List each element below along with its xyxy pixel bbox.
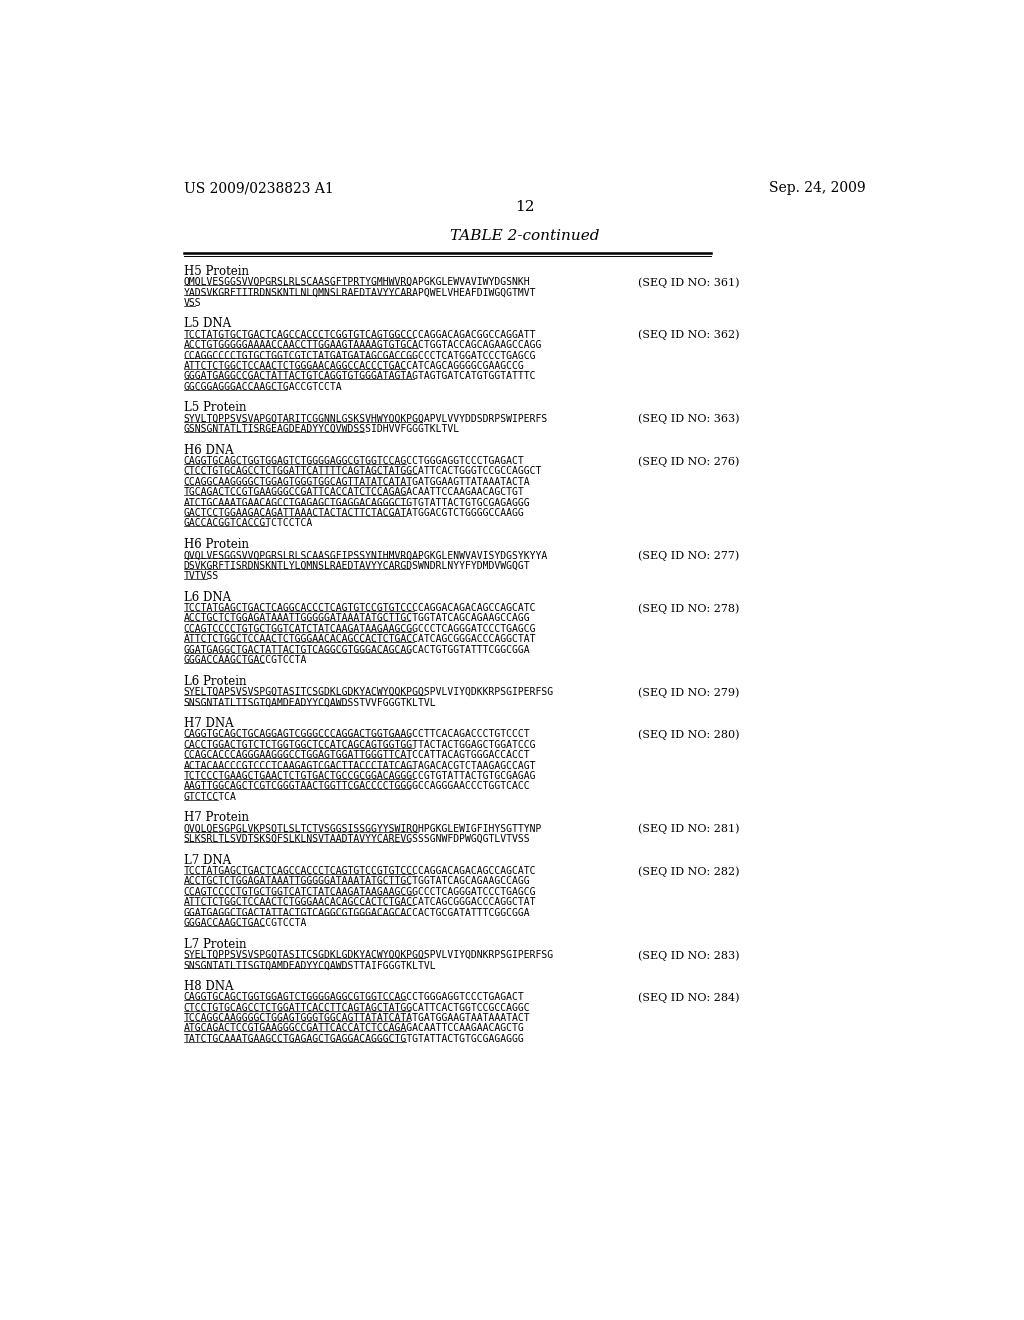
Text: CTCCTGTGCAGCCTCTGGATTCATTTTCAGTAGCTATGGCATTCACTGGGTCCGCCAGGCT: CTCCTGTGCAGCCTCTGGATTCATTTTCAGTAGCTATGGC…	[183, 466, 542, 477]
Text: H6 DNA: H6 DNA	[183, 444, 233, 457]
Text: ATCTGCAAATGAACAGCCTGAGAGCTGAGGACAGGGCTGTGTATTACTGTGCGAGAGGG: ATCTGCAAATGAACAGCCTGAGAGCTGAGGACAGGGCTGT…	[183, 498, 530, 508]
Text: TCCAGGCAAGGGGCTGGAGTGGGTGGCAGTTATATCATATGATGGAAGTAATAAATACT: TCCAGGCAAGGGGCTGGAGTGGGTGGCAGTTATATCATAT…	[183, 1014, 530, 1023]
Text: (SEQ ID NO: 283): (SEQ ID NO: 283)	[638, 950, 739, 961]
Text: ACCTGCTCTGGAGATAAATTGGGGGATAAATATGCTTGCTGGTATCAGCAGAAGCCAGG: ACCTGCTCTGGAGATAAATTGGGGGATAAATATGCTTGCT…	[183, 876, 530, 887]
Text: (SEQ ID NO: 284): (SEQ ID NO: 284)	[638, 993, 739, 1003]
Text: GGGACCAAGCTGACCGTCCTA: GGGACCAAGCTGACCGTCCTA	[183, 655, 307, 665]
Text: L7 Protein: L7 Protein	[183, 937, 247, 950]
Text: TGCAGACTCCGTGAAGGGCCGATTCACCATCTCCAGAGACAATTCCAAGAACAGCTGT: TGCAGACTCCGTGAAGGGCCGATTCACCATCTCCAGAGAC…	[183, 487, 524, 498]
Text: (SEQ ID NO: 279): (SEQ ID NO: 279)	[638, 686, 739, 697]
Text: (SEQ ID NO: 276): (SEQ ID NO: 276)	[638, 455, 739, 466]
Text: (SEQ ID NO: 363): (SEQ ID NO: 363)	[638, 413, 739, 424]
Text: VSS: VSS	[183, 298, 202, 308]
Text: L6 Protein: L6 Protein	[183, 675, 247, 688]
Text: H5 Protein: H5 Protein	[183, 264, 249, 277]
Text: AAGTTGGCAGCTCGTCGGGTAACTGGTTCGACCCCTGGGGCCAGGGAACCCTGGTCACC: AAGTTGGCAGCTCGTCGGGTAACTGGTTCGACCCCTGGGG…	[183, 781, 530, 791]
Text: (SEQ ID NO: 277): (SEQ ID NO: 277)	[638, 550, 739, 561]
Text: GGATGAGGCTGACTATTACTGTCAGGCGTGGGACAGCAGCACTGTGGTATTTCGGCGGA: GGATGAGGCTGACTATTACTGTCAGGCGTGGGACAGCAGC…	[183, 644, 530, 655]
Text: SNSGNTATLTISGTQAMDEADYYCQAWDSSTVVFGGGTKLTVL: SNSGNTATLTISGTQAMDEADYYCQAWDSSTVVFGGGTKL…	[183, 697, 436, 708]
Text: SYVLTQPPSVSVAPGQTARITCGGNNLGSKSVHWYQQKPGQAPVLVVYDDSDRPSWIPERFS: SYVLTQPPSVSVAPGQTARITCGGNNLGSKSVHWYQQKPG…	[183, 413, 548, 424]
Text: QVQLQESGPGLVKPSQTLSLTCTVSGGSISSGGYYSWIRQHPGKGLEWIGFIHYSGTTYNP: QVQLQESGPGLVKPSQTLSLTCTVSGGSISSGGYYSWIRQ…	[183, 824, 542, 834]
Text: GGGATGAGGCCGACTATTACTGTCAGGTGTGGGATAGTAGTAGTGATCATGTGGTATTTC: GGGATGAGGCCGACTATTACTGTCAGGTGTGGGATAGTAG…	[183, 371, 537, 381]
Text: GGGACCAAGCTGACCGTCCTA: GGGACCAAGCTGACCGTCCTA	[183, 917, 307, 928]
Text: SNSGNTATLTISGTQAMDEADYYCQAWDSTTAIFGGGTKLTVL: SNSGNTATLTISGTQAMDEADYYCQAWDSTTAIFGGGTKL…	[183, 961, 436, 970]
Text: CAGGTGCAGCTGCAGGAGTCGGGCCCAGGACTGGTGAAGCCTTCACAGACCCTGTCCCT: CAGGTGCAGCTGCAGGAGTCGGGCCCAGGACTGGTGAAGC…	[183, 730, 530, 739]
Text: CAGGTGCAGCTGGTGGAGTCTGGGGAGGCGTGGTCCAGCCTGGGAGGTCCCTGAGACT: CAGGTGCAGCTGGTGGAGTCTGGGGAGGCGTGGTCCAGCC…	[183, 993, 524, 1002]
Text: (SEQ ID NO: 280): (SEQ ID NO: 280)	[638, 730, 739, 741]
Text: L6 DNA: L6 DNA	[183, 591, 231, 603]
Text: 12: 12	[515, 199, 535, 214]
Text: H8 DNA: H8 DNA	[183, 979, 233, 993]
Text: SLKSRLTLSVDTSKSQFSLKLNSVTAADTAVYYCAREVGSSSGNWFDPWGQGTLVTVSS: SLKSRLTLSVDTSKSQFSLKLNSVTAADTAVYYCAREVGS…	[183, 834, 530, 843]
Text: TCTCCCTGAAGCTGAACTCTGTGACTGCCGCGGACAGGGCCGTGTATTACTGTGCGAGAG: TCTCCCTGAAGCTGAACTCTGTGACTGCCGCGGACAGGGC…	[183, 771, 537, 781]
Text: GACCACGGTCACCGTCTCCTCA: GACCACGGTCACCGTCTCCTCA	[183, 519, 313, 528]
Text: GSNSGNTATLTISRGEAGDEADYYCQVWDSSSIDHVVFGGGTKLTVL: GSNSGNTATLTISRGEAGDEADYYCQVWDSSSIDHVVFGG…	[183, 424, 460, 434]
Text: ATTCTCTGGCTCCAACTCTGGGAACACAGCCACTCTGACCATCAGCGGGACCCAGGCTAT: ATTCTCTGGCTCCAACTCTGGGAACACAGCCACTCTGACC…	[183, 635, 537, 644]
Text: GGCGGAGGGACCAAGCTGACCGTCCTA: GGCGGAGGGACCAAGCTGACCGTCCTA	[183, 381, 342, 392]
Text: H7 DNA: H7 DNA	[183, 717, 233, 730]
Text: (SEQ ID NO: 281): (SEQ ID NO: 281)	[638, 824, 739, 834]
Text: YADSVKGRFTITRDNSKNTLNLQMNSLRAEDTAVYYCARAPQWELVHEAFDIWGQGTMVT: YADSVKGRFTITRDNSKNTLNLQMNSLRAEDTAVYYCARA…	[183, 288, 537, 297]
Text: CTCCTGTGCAGCCTCTGGATTCACCTTCAGTAGCTATGGCATTCACTGGTCCGCCAGGC: CTCCTGTGCAGCCTCTGGATTCACCTTCAGTAGCTATGGC…	[183, 1003, 530, 1012]
Text: Sep. 24, 2009: Sep. 24, 2009	[769, 181, 866, 195]
Text: CCAGTCCCCTGTGCTGGTCATCTATCAAGATAAGAAGCGGCCCTCAGGGATCCCTGAGCG: CCAGTCCCCTGTGCTGGTCATCTATCAAGATAAGAAGCGG…	[183, 887, 537, 896]
Text: L5 Protein: L5 Protein	[183, 401, 247, 414]
Text: GTCTCCTCA: GTCTCCTCA	[183, 792, 237, 801]
Text: TCCTATGAGCTGACTCAGCCACCCTCAGTGTCCGTGTCCCCAGGACAGACAGCCAGCATC: TCCTATGAGCTGACTCAGCCACCCTCAGTGTCCGTGTCCC…	[183, 866, 537, 876]
Text: CCAGGCCCCTGTGCTGGTCGTCTATGATGATAGCGACCGGCCCTCATGGATCCCTGAGCG: CCAGGCCCCTGTGCTGGTCGTCTATGATGATAGCGACCGG…	[183, 351, 537, 360]
Text: H7 Protein: H7 Protein	[183, 812, 249, 825]
Text: (SEQ ID NO: 282): (SEQ ID NO: 282)	[638, 866, 739, 876]
Text: ACTACAACCCGTCCCTCAAGAGTCGACTTACCCTATCAGTAGACACGTCTAAGAGCCAGT: ACTACAACCCGTCCCTCAAGAGTCGACTTACCCTATCAGT…	[183, 760, 537, 771]
Text: CCAGGCAAGGGGCTGGAGTGGGTGGCAGTTATATCATATGATGGAAGTTATAAATACTA: CCAGGCAAGGGGCTGGAGTGGGTGGCAGTTATATCATATG…	[183, 477, 530, 487]
Text: DSVKGRFTISRDNSKNTLYLQMNSLRAEDTAVYYCARGDSWNDRLNYYFYDMDVWGQGT: DSVKGRFTISRDNSKNTLYLQMNSLRAEDTAVYYCARGDS…	[183, 561, 530, 570]
Text: ACCTGTGGGGGAAAACCAACCTTGGAAGTAAAAGTGTGCACTGGTACCAGCAGAAGCCAGG: ACCTGTGGGGGAAAACCAACCTTGGAAGTAAAAGTGTGCA…	[183, 341, 542, 350]
Text: US 2009/0238823 A1: US 2009/0238823 A1	[183, 181, 334, 195]
Text: TCCTATGAGCTGACTCAGGCACCCTCAGTGTCCGTGTCCCCAGGACAGACAGCCAGCATC: TCCTATGAGCTGACTCAGGCACCCTCAGTGTCCGTGTCCC…	[183, 603, 537, 612]
Text: GACTCCTGGAAGACAGATTAAACTACTACTTCTACGATATGGACGTCTGGGGCCAAGG: GACTCCTGGAAGACAGATTAAACTACTACTTCTACGATAT…	[183, 508, 524, 517]
Text: TCCTATGTGCTGACTCAGCCACCCTCGGTGTCAGTGGCCCCAGGACAGACGGCCAGGATT: TCCTATGTGCTGACTCAGCCACCCTCGGTGTCAGTGGCCC…	[183, 330, 537, 339]
Text: ATTCTCTGGCTCCAACTCTGGGAACACAGCCACTCTGACCATCAGCGGGACCCAGGCTAT: ATTCTCTGGCTCCAACTCTGGGAACACAGCCACTCTGACC…	[183, 898, 537, 907]
Text: CCAGCACCCAGGGAAGGGCCTGGAGTGGATTGGGTTCATCCATTACAGTGGGACCACCT: CCAGCACCCAGGGAAGGGCCTGGAGTGGATTGGGTTCATC…	[183, 750, 530, 760]
Text: CACCTGGACTGTCTCTGGTGGCTCCATCAGCAGTGGTGGTTACTACTGGAGCTGGATCCG: CACCTGGACTGTCTCTGGTGGCTCCATCAGCAGTGGTGGT…	[183, 739, 537, 750]
Text: L5 DNA: L5 DNA	[183, 317, 231, 330]
Text: (SEQ ID NO: 362): (SEQ ID NO: 362)	[638, 330, 739, 341]
Text: GGATGAGGCTGACTATTACTGTCAGGCGTGGGACAGCACCACTGCGATATTTCGGCGGA: GGATGAGGCTGACTATTACTGTCAGGCGTGGGACAGCACC…	[183, 908, 530, 917]
Text: ATGCAGACTCCGTGAAGGGCCGATTCACCATCTCCAGAGACAATTCCAAGAACAGCTG: ATGCAGACTCCGTGAAGGGCCGATTCACCATCTCCAGAGA…	[183, 1023, 524, 1034]
Text: (SEQ ID NO: 278): (SEQ ID NO: 278)	[638, 603, 739, 614]
Text: TATCTGCAAATGAAGCCTGAGAGCTGAGGACAGGGCTGTGTATTACTGTGCGAGAGGG: TATCTGCAAATGAAGCCTGAGAGCTGAGGACAGGGCTGTG…	[183, 1034, 524, 1044]
Text: SYELTQAPSVSVSPGQTASITCSGDKLGDKYACWYQQKPGQSPVLVIYQDKKRPSGIPERFSG: SYELTQAPSVSVSPGQTASITCSGDKLGDKYACWYQQKPG…	[183, 686, 554, 697]
Text: ACCTGCTCTGGAGATAAATTGGGGGATAAATATGCTTGCTGGTATCAGCAGAAGCCAGG: ACCTGCTCTGGAGATAAATTGGGGGATAAATATGCTTGCT…	[183, 614, 530, 623]
Text: TVTVSS: TVTVSS	[183, 572, 219, 581]
Text: SYELTQPPSVSVSPGQTASITCSGDKLGDKYACWYQQKPGQSPVLVIYQDNKRPSGIPERFSG: SYELTQPPSVSVSPGQTASITCSGDKLGDKYACWYQQKPG…	[183, 950, 554, 960]
Text: TABLE 2-continued: TABLE 2-continued	[451, 230, 599, 243]
Text: ATTCTCTGGCTCCAACTCTGGGAACAGGCCACCCTGACCATCAGCAGGGGCGAAGCCG: ATTCTCTGGCTCCAACTCTGGGAACAGGCCACCCTGACCA…	[183, 360, 524, 371]
Text: (SEQ ID NO: 361): (SEQ ID NO: 361)	[638, 277, 739, 288]
Text: CAGGTGCAGCTGGTGGAGTCTGGGGAGGCGTGGTCCAGCCTGGGAGGTCCCTGAGACT: CAGGTGCAGCTGGTGGAGTCTGGGGAGGCGTGGTCCAGCC…	[183, 455, 524, 466]
Text: QVQLVESGGSVVQPGRSLRLSCAASGFIPSSYNIHMVRQAPGKGLENWVAVISYDGSYKYYA: QVQLVESGGSVVQPGRSLRLSCAASGFIPSSYNIHMVRQA…	[183, 550, 548, 560]
Text: H6 Protein: H6 Protein	[183, 539, 249, 550]
Text: CCAGTCCCCTGTGCTGGTCATCTATCAAGATAAGAAGCGGCCCTCAGGGATCCCTGAGCG: CCAGTCCCCTGTGCTGGTCATCTATCAAGATAAGAAGCGG…	[183, 624, 537, 634]
Text: QMQLVESGGSVVQPGRSLRLSCAASGFTPRTYGMHWVRQAPGKGLEWVAVIWYDGSNKH: QMQLVESGGSVVQPGRSLRLSCAASGFTPRTYGMHWVRQA…	[183, 277, 530, 286]
Text: L7 DNA: L7 DNA	[183, 854, 231, 867]
